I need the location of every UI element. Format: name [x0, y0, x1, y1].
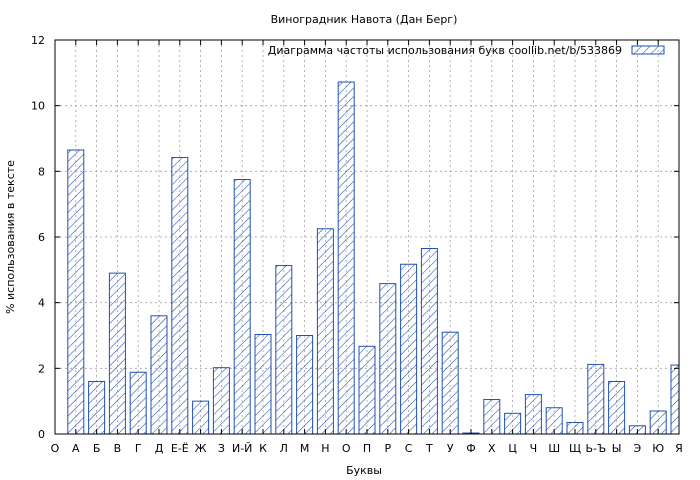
- bar-18: [400, 263, 418, 434]
- bar-17: [379, 283, 397, 434]
- x-tick-label: О: [51, 442, 60, 455]
- x-tick-label: В: [114, 442, 122, 455]
- bar-10: [233, 179, 251, 434]
- bar-23: [504, 412, 522, 434]
- x-tick-label: Ь-Ъ: [585, 442, 606, 455]
- x-axis-label: Буквы: [346, 464, 382, 477]
- x-tick-label: Щ: [569, 442, 581, 455]
- x-tick-label: Я: [675, 442, 683, 455]
- y-axis-label: % использования в тексте: [4, 160, 17, 314]
- x-tick-label: С: [405, 442, 413, 455]
- x-axis: О А Б В Г Д Е-Ё Ж З И-Й К Л М Н О П Р С Т У Ф Х Ц Ч Ш Щ Ь-Ъ Ы Э Ю Я: [51, 40, 683, 455]
- bar-14: [316, 228, 334, 434]
- y-tick-label: 2: [38, 362, 45, 375]
- x-tick-label: У: [447, 442, 454, 455]
- bar-9: [212, 367, 230, 434]
- bar-27: [587, 363, 605, 434]
- y-tick-label: 0: [38, 428, 45, 441]
- x-tick-label: Т: [425, 442, 433, 455]
- x-tick-label: Э: [634, 442, 642, 455]
- x-tick-label: М: [300, 442, 310, 455]
- x-tick-label: Н: [321, 442, 329, 455]
- bar-4: [108, 272, 126, 434]
- bar-16: [358, 345, 376, 434]
- bars: [67, 81, 679, 434]
- bar-5: [129, 371, 147, 434]
- bar-12: [275, 265, 293, 434]
- x-tick-label: Г: [135, 442, 142, 455]
- x-tick-label: И-Й: [232, 442, 252, 455]
- x-tick-label: П: [363, 442, 371, 455]
- bar-20: [441, 331, 459, 434]
- x-tick-label: О: [342, 442, 351, 455]
- bar-28: [608, 380, 626, 434]
- x-tick-label: А: [72, 442, 80, 455]
- x-tick-label: Л: [280, 442, 288, 455]
- bar-13: [296, 335, 314, 434]
- x-tick-label: Б: [93, 442, 101, 455]
- bar-6: [150, 315, 168, 434]
- y-axis: 0 2 4 6 8 10 12: [31, 34, 679, 441]
- x-tick-label: Ч: [530, 442, 538, 455]
- bar-25: [545, 407, 563, 434]
- bar-31: [670, 364, 679, 434]
- x-tick-label: К: [259, 442, 267, 455]
- y-tick-label: 10: [31, 100, 45, 113]
- bar-7: [171, 157, 189, 434]
- x-tick-label: Х: [488, 442, 496, 455]
- x-tick-label: Ю: [652, 442, 664, 455]
- x-tick-label: Ц: [508, 442, 517, 455]
- x-tick-label: З: [218, 442, 225, 455]
- y-tick-label: 8: [38, 165, 45, 178]
- y-tick-label: 12: [31, 34, 45, 47]
- chart-title: Виноградник Навота (Дан Берг): [271, 13, 458, 26]
- legend-label: Диаграмма частоты использования букв coo…: [268, 44, 622, 57]
- y-tick-label: 4: [38, 297, 45, 310]
- legend: Диаграмма частоты использования букв coo…: [268, 44, 665, 57]
- x-tick-label: Ф: [466, 442, 475, 455]
- bar-22: [483, 399, 501, 434]
- x-tick-label: Д: [155, 442, 164, 455]
- x-tick-label: Ж: [195, 442, 207, 455]
- bar-24: [524, 394, 542, 434]
- bar-15: [337, 81, 355, 434]
- x-tick-label: Ш: [548, 442, 560, 455]
- x-tick-label: Р: [384, 442, 391, 455]
- legend-swatch: [631, 45, 665, 55]
- y-tick-label: 6: [38, 231, 45, 244]
- x-tick-label: Ы: [612, 442, 622, 455]
- bar-11: [254, 334, 272, 434]
- x-tick-label: Е-Ё: [171, 442, 189, 455]
- bar-3: [88, 380, 106, 434]
- bar-2: [67, 149, 85, 434]
- bar-19: [420, 247, 438, 434]
